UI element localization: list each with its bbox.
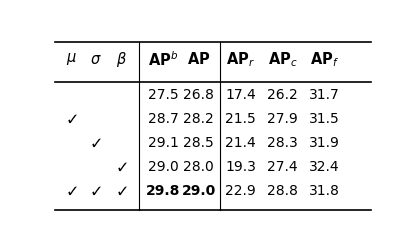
Text: 27.4: 27.4 [267, 160, 298, 174]
Text: 19.3: 19.3 [225, 160, 256, 174]
Text: $\mathbf{AP}$: $\mathbf{AP}$ [187, 51, 210, 67]
Text: 21.5: 21.5 [225, 112, 256, 126]
Text: $\mathbf{AP}_f$: $\mathbf{AP}_f$ [310, 50, 339, 69]
Text: $\beta$: $\beta$ [116, 50, 127, 69]
Text: 29.1: 29.1 [148, 136, 178, 150]
Text: $\checkmark$: $\checkmark$ [65, 112, 78, 127]
Text: $\checkmark$: $\checkmark$ [65, 184, 78, 199]
Text: 29.8: 29.8 [146, 184, 181, 198]
Text: 17.4: 17.4 [225, 88, 256, 102]
Text: 29.0: 29.0 [181, 184, 216, 198]
Text: 28.3: 28.3 [267, 136, 298, 150]
Text: 28.5: 28.5 [183, 136, 214, 150]
Text: $\mathbf{AP}^b$: $\mathbf{AP}^b$ [148, 50, 178, 69]
Text: $\mathbf{AP}_c$: $\mathbf{AP}_c$ [267, 50, 297, 69]
Text: 28.7: 28.7 [148, 112, 178, 126]
Text: 26.2: 26.2 [267, 88, 298, 102]
Text: 28.2: 28.2 [183, 112, 214, 126]
Text: $\mathbf{AP}_r$: $\mathbf{AP}_r$ [226, 50, 255, 69]
Text: 28.0: 28.0 [183, 160, 214, 174]
Text: 29.0: 29.0 [148, 160, 178, 174]
Text: 21.4: 21.4 [225, 136, 256, 150]
Text: 22.9: 22.9 [225, 184, 256, 198]
Text: $\checkmark$: $\checkmark$ [115, 184, 128, 199]
Text: 28.8: 28.8 [267, 184, 298, 198]
Text: 31.7: 31.7 [309, 88, 340, 102]
Text: $\checkmark$: $\checkmark$ [89, 184, 102, 199]
Text: $\mu$: $\mu$ [66, 51, 77, 67]
Text: $\sigma$: $\sigma$ [90, 52, 102, 67]
Text: 31.5: 31.5 [309, 112, 340, 126]
Text: $\checkmark$: $\checkmark$ [89, 136, 102, 151]
Text: 27.9: 27.9 [267, 112, 298, 126]
Text: 26.8: 26.8 [183, 88, 214, 102]
Text: $\checkmark$: $\checkmark$ [115, 160, 128, 175]
Text: 32.4: 32.4 [309, 160, 340, 174]
Text: 31.9: 31.9 [309, 136, 340, 150]
Text: 31.8: 31.8 [309, 184, 340, 198]
Text: 27.5: 27.5 [148, 88, 178, 102]
